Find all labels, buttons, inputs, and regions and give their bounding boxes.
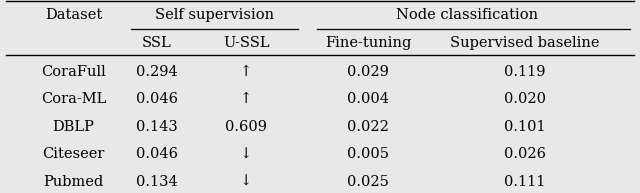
Text: 0.025: 0.025 <box>347 175 389 189</box>
Text: 0.020: 0.020 <box>504 92 546 106</box>
Text: 0.134: 0.134 <box>136 175 178 189</box>
Text: Self supervision: Self supervision <box>155 8 274 22</box>
Text: 0.111: 0.111 <box>504 175 545 189</box>
Text: 0.609: 0.609 <box>225 120 268 134</box>
Text: 0.294: 0.294 <box>136 65 178 79</box>
Text: 0.005: 0.005 <box>347 147 389 161</box>
Text: Supervised baseline: Supervised baseline <box>450 36 600 50</box>
Text: ↑: ↑ <box>240 92 253 106</box>
Text: 0.022: 0.022 <box>347 120 389 134</box>
Text: ↓: ↓ <box>240 147 253 161</box>
Text: Cora-ML: Cora-ML <box>41 92 106 106</box>
Text: Citeseer: Citeseer <box>42 147 105 161</box>
Text: 0.004: 0.004 <box>347 92 389 106</box>
Text: 0.046: 0.046 <box>136 147 178 161</box>
Text: ↓: ↓ <box>240 175 253 189</box>
Text: 0.046: 0.046 <box>136 92 178 106</box>
Text: 0.101: 0.101 <box>504 120 546 134</box>
Text: Node classification: Node classification <box>396 8 538 22</box>
Text: U-SSL: U-SSL <box>223 36 269 50</box>
Text: ↑: ↑ <box>240 65 253 79</box>
Text: 0.143: 0.143 <box>136 120 178 134</box>
Text: 0.026: 0.026 <box>504 147 546 161</box>
Text: Fine-tuning: Fine-tuning <box>325 36 411 50</box>
Text: 0.029: 0.029 <box>347 65 389 79</box>
Text: Dataset: Dataset <box>45 8 102 22</box>
Text: Pubmed: Pubmed <box>44 175 104 189</box>
Text: SSL: SSL <box>142 36 172 50</box>
Text: DBLP: DBLP <box>52 120 95 134</box>
Text: CoraFull: CoraFull <box>41 65 106 79</box>
Text: 0.119: 0.119 <box>504 65 545 79</box>
